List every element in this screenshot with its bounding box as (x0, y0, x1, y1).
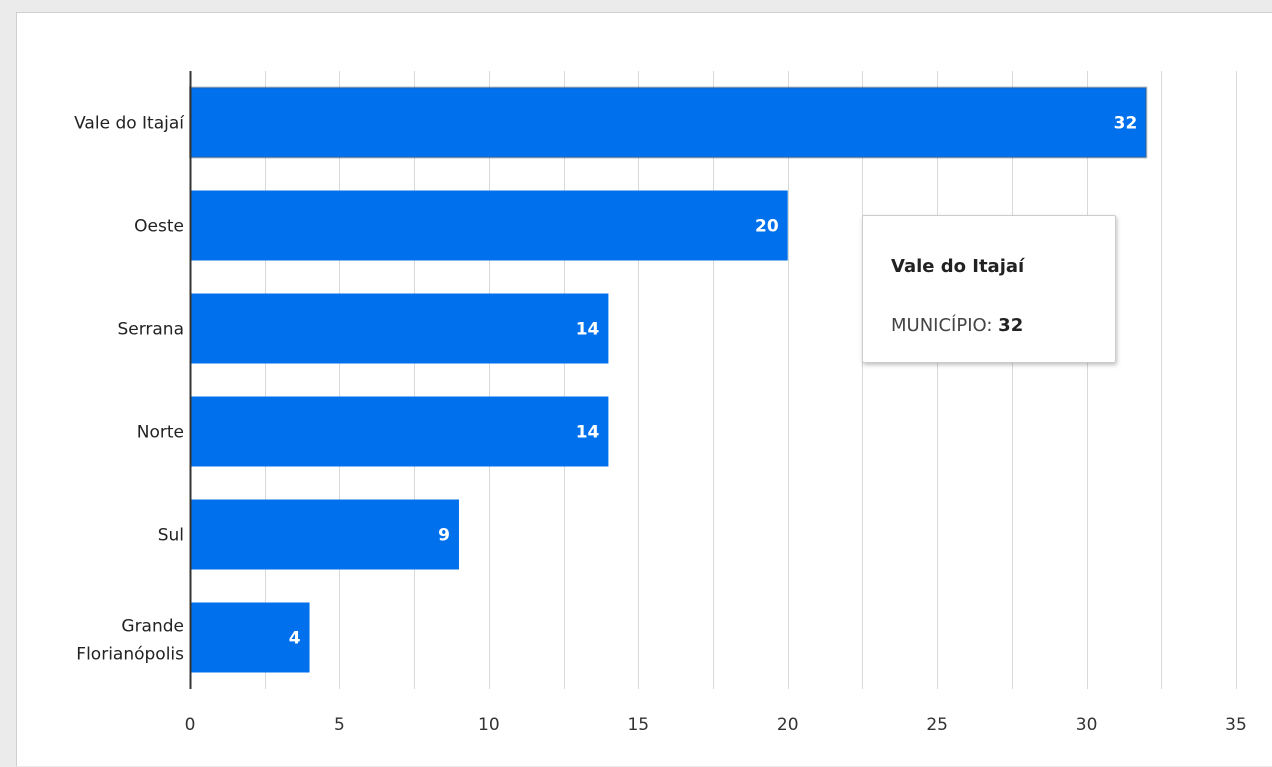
x-tick-label: 15 (627, 715, 649, 735)
bar (190, 293, 609, 364)
bar (190, 396, 609, 467)
category-label: Grande (121, 617, 184, 637)
bar-value-label: 4 (289, 629, 301, 649)
tooltip-value-line: MUNICÍPIO: 32 (891, 315, 1023, 336)
bar (189, 86, 1148, 159)
x-tick-label: 35 (1225, 715, 1247, 735)
category-label: Norte (137, 423, 184, 443)
bar-value-label: 32 (1114, 114, 1138, 134)
x-tick-label: 0 (185, 715, 196, 735)
chart-panel: 32 Vale do Itajaí 20 Oeste 14 Serrana 14 Norte 9… (16, 12, 1272, 766)
x-tick-label: 20 (777, 715, 799, 735)
category-label: Oeste (134, 217, 184, 237)
category-label: Sul (158, 526, 184, 546)
bar-value-label: 14 (576, 423, 600, 443)
tooltip-title: Vale do Itajaí (891, 256, 1025, 277)
bar-value-label: 14 (576, 320, 600, 340)
x-tick-label: 30 (1076, 715, 1098, 735)
tooltip-series-label: MUNICÍPIO: (891, 315, 993, 336)
category-label: Florianópolis (76, 645, 184, 665)
x-tick-label: 10 (478, 715, 500, 735)
tooltip-value: 32 (998, 315, 1024, 336)
x-tick-label: 25 (926, 715, 948, 735)
category-label: Vale do Itajaí (74, 114, 185, 134)
category-label: Serrana (117, 320, 184, 340)
x-tick-label: 5 (334, 715, 345, 735)
bar-value-label: 9 (438, 526, 450, 546)
bar (190, 602, 310, 673)
bar-value-label: 20 (755, 217, 779, 237)
chart-tooltip: Vale do Itajaí MUNICÍPIO: 32 (862, 215, 1116, 363)
bar (190, 190, 788, 261)
bar-chart: 32 Vale do Itajaí 20 Oeste 14 Serrana 14 Norte 9… (74, 71, 1247, 735)
bar (190, 499, 459, 570)
